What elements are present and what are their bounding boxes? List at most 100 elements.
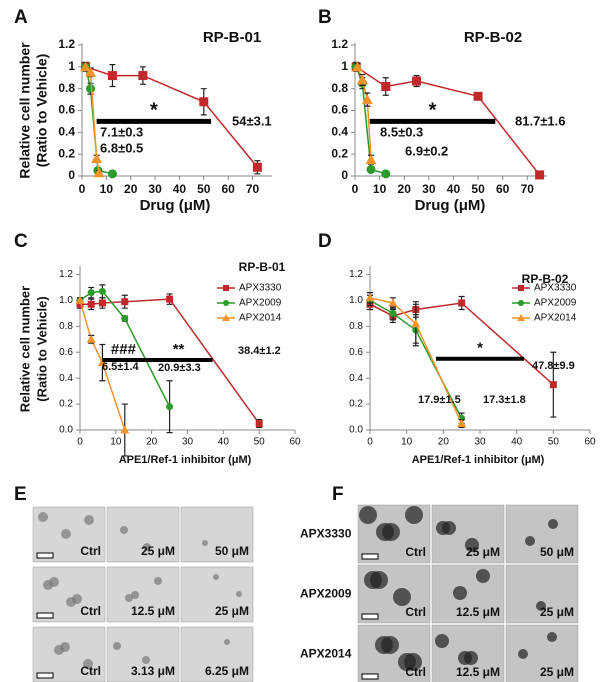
condition-label: 50 μM <box>540 545 574 559</box>
x-tick-label: 40 <box>511 437 523 448</box>
micrograph <box>180 506 254 563</box>
condition-label: 50 μM <box>215 544 249 558</box>
cell-colony <box>375 636 393 654</box>
cell-colony <box>54 645 64 655</box>
cell-colony <box>548 519 558 529</box>
value-annotation: 6.8±0.5 <box>100 140 143 155</box>
marker <box>138 71 148 81</box>
y-tick-label: 1 <box>68 59 75 73</box>
marker <box>199 97 209 107</box>
marker <box>388 298 398 307</box>
cell-colony <box>465 538 479 552</box>
x-tick-label: 60 <box>289 437 301 448</box>
series-line <box>355 66 386 175</box>
marker <box>93 167 105 178</box>
cell-colony <box>398 653 416 671</box>
cell-colony <box>525 536 535 546</box>
cell-colony <box>405 506 423 524</box>
marker <box>87 300 95 308</box>
cell-colony <box>453 586 467 600</box>
y-tick-label: 1.2 <box>349 269 363 280</box>
y-tick-label: 0.0 <box>59 425 73 436</box>
y-tick-label: 0 <box>68 168 75 182</box>
micrograph <box>505 504 579 564</box>
condition-label: Ctrl <box>405 665 426 679</box>
y-tick-label: 0.4 <box>349 373 363 384</box>
x-tick-label: 50 <box>254 437 266 448</box>
x-tick-label: 40 <box>218 437 230 448</box>
cell-colony <box>224 639 230 645</box>
micrograph <box>505 624 579 682</box>
marker <box>121 298 129 306</box>
micrograph <box>431 564 505 624</box>
x-tick-label: 30 <box>422 182 436 196</box>
value-annotation: 17.9±1.5 <box>418 394 461 406</box>
legend-label: APX2014 <box>239 313 282 324</box>
marker <box>120 425 130 434</box>
micrograph <box>357 624 431 682</box>
cell-colony <box>213 574 219 580</box>
value-annotation: 7.1±0.3 <box>100 124 143 139</box>
y-tick-label: 0.8 <box>331 81 348 95</box>
chart-title: RP-B-01 <box>203 29 261 46</box>
marker <box>411 319 421 328</box>
y-tick-label: 0.8 <box>349 321 363 332</box>
chart-title: RP-B-01 <box>239 260 286 274</box>
value-annotation: 6.5±1.4 <box>102 361 140 373</box>
micrograph <box>106 566 180 623</box>
cell-colony <box>359 506 377 524</box>
marker <box>97 358 107 367</box>
marker <box>473 91 483 101</box>
marker <box>458 299 466 307</box>
cell-colony <box>84 515 94 525</box>
marker <box>255 420 263 428</box>
y-tick-label: 0.6 <box>58 103 75 117</box>
drug-label: APX2009 <box>300 587 352 601</box>
legend-marker <box>223 300 229 306</box>
condition-label: Ctrl <box>405 545 426 559</box>
cell-colony <box>547 632 557 642</box>
cell-colony <box>518 649 528 659</box>
condition-label: 25 μM <box>540 665 574 679</box>
micrograph <box>505 564 579 624</box>
cell-colony <box>436 521 450 535</box>
condition-label: Ctrl <box>405 605 426 619</box>
value-annotation: 38.4±1.2 <box>238 345 281 357</box>
chart-title: RP-B-02 <box>522 272 569 286</box>
cell-colony <box>83 659 93 669</box>
y-tick-label: 0.4 <box>59 373 73 384</box>
scale-bar <box>361 613 379 620</box>
x-tick-label: 0 <box>352 182 359 196</box>
y-tick-label: 0.6 <box>59 347 73 358</box>
x-axis-label: APE1/Ref-1 inhibitor (μM) <box>119 454 252 466</box>
scale-bar <box>36 612 54 619</box>
condition-label: 12.5 μM <box>456 665 500 679</box>
marker <box>76 300 84 308</box>
cell-colony <box>476 569 490 583</box>
drug-label: APX3330 <box>300 527 352 541</box>
value-annotation: 8.5±0.3 <box>380 124 423 139</box>
series-line <box>369 302 554 386</box>
x-tick-label: 20 <box>398 182 412 196</box>
cell-colony <box>143 543 151 551</box>
significance-label: ** <box>173 341 185 358</box>
marker <box>365 293 375 302</box>
value-annotation: 17.3±1.8 <box>483 394 526 406</box>
cell-colony <box>125 594 133 602</box>
y-tick-label: 0.2 <box>58 146 75 160</box>
y-axis-label: Relative cell number <box>17 286 32 412</box>
chart-title: RP-B-02 <box>464 29 522 46</box>
condition-label: Ctrl <box>80 664 101 678</box>
marker <box>75 295 85 304</box>
marker <box>356 74 368 85</box>
cell-colony <box>458 651 472 665</box>
cell-colony <box>202 540 208 546</box>
condition-label: 3.13 μM <box>131 664 175 678</box>
y-tick-label: 1.2 <box>331 37 348 51</box>
series-line <box>356 66 372 160</box>
x-tick-label: 30 <box>148 182 162 196</box>
cell-colony <box>236 591 242 597</box>
legend-label: APX2014 <box>534 313 577 324</box>
y-tick-label: 0.8 <box>58 81 75 95</box>
